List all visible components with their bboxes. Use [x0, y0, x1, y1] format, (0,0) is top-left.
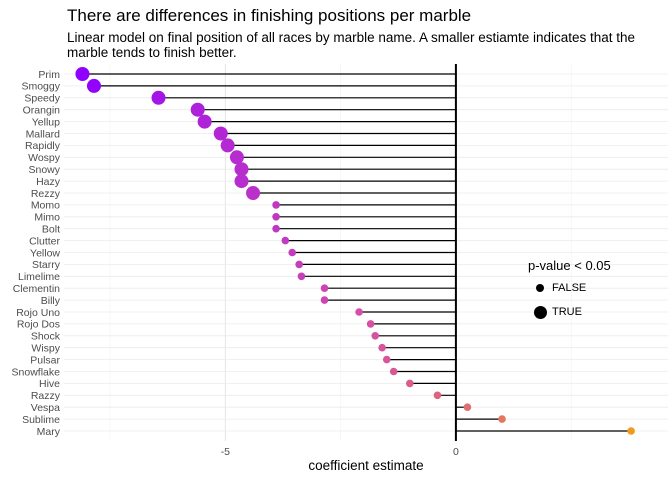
lollipop-point: [355, 308, 363, 316]
y-tick-label: Rezzy: [31, 188, 61, 200]
axis-layer: -5 0: [221, 64, 459, 458]
y-tick-label: Sublime: [22, 414, 60, 426]
lollipop-point: [366, 320, 375, 328]
lollipop-point: [320, 284, 329, 293]
y-tick-label: Starry: [32, 259, 61, 271]
chart-subtitle: Linear model on final position of all ra…: [67, 30, 639, 60]
y-tick-label: Wospy: [28, 152, 61, 164]
legend-title: p-value < 0.05: [528, 258, 611, 273]
legend-label-false: FALSE: [552, 282, 587, 294]
label-layer: PrimSmoggySpeedyOranginYellupMallardRapi…: [12, 69, 61, 438]
lollipop-point: [86, 78, 101, 93]
y-tick-label: Billy: [41, 295, 61, 307]
lollipop-point: [246, 186, 261, 200]
lollipop-point: [627, 427, 635, 435]
lollipop-point: [406, 379, 414, 388]
legend-item-true: TRUE: [528, 304, 582, 320]
legend-label-true: TRUE: [552, 306, 582, 318]
lollipop-point: [320, 296, 329, 304]
lollipop-point: [151, 90, 166, 105]
y-tick-label: Snowy: [28, 164, 60, 176]
y-tick-label: Wispy: [31, 343, 60, 355]
lollipop-point: [220, 138, 235, 153]
lollipop-point: [75, 67, 90, 81]
lollipop-point: [463, 403, 472, 412]
x-tick-label: 0: [453, 446, 459, 458]
lollipop-point: [378, 343, 386, 352]
lollipop-point: [288, 248, 297, 257]
lollipop-point: [382, 355, 391, 364]
y-tick-label: Pulsar: [30, 354, 60, 366]
x-tick-label: -5: [221, 446, 230, 458]
y-tick-label: Rojo Dos: [17, 319, 60, 331]
lollipop-point: [234, 162, 249, 177]
y-tick-label: Shock: [31, 331, 61, 343]
lollipop-point: [281, 236, 290, 245]
y-tick-label: Mallard: [26, 128, 61, 140]
y-tick-label: Mary: [37, 426, 61, 438]
y-tick-label: Clementin: [13, 283, 60, 295]
stem-layer: [82, 73, 632, 432]
lollipop-point: [272, 213, 280, 221]
lollipop-point: [371, 332, 380, 340]
y-tick-label: Momo: [31, 200, 60, 212]
y-tick-label: Yellup: [32, 116, 60, 128]
lollipop-point: [295, 260, 303, 269]
point-layer: [75, 67, 635, 435]
lollipop-point: [229, 150, 244, 165]
y-tick-label: Razzy: [31, 390, 61, 402]
x-axis-label: coefficient estimate: [308, 458, 424, 473]
y-tick-label: Mimo: [34, 212, 60, 224]
lollipop-point: [498, 415, 506, 423]
legend-item-false: FALSE: [528, 280, 586, 296]
y-tick-label: Vespa: [31, 402, 60, 414]
y-tick-label: Limelime: [18, 271, 60, 283]
y-tick-label: Rojo Uno: [16, 307, 60, 319]
legend: p-value < 0.05 FALSE TRUE: [528, 258, 611, 319]
chart-title: There are differences in finishing posit…: [67, 6, 472, 25]
y-tick-label: Clutter: [29, 235, 60, 247]
y-tick-label: Hazy: [36, 176, 61, 188]
lollipop-point: [389, 367, 398, 376]
lollipop-point: [213, 126, 228, 141]
legend-small-dot-icon: [536, 284, 544, 292]
lollipop-point: [297, 272, 306, 281]
y-tick-label: Prim: [38, 69, 60, 81]
y-tick-label: Orangin: [23, 105, 61, 117]
y-tick-label: Yellow: [30, 247, 60, 259]
lollipop-point: [433, 391, 442, 400]
y-tick-label: Rapidly: [25, 140, 61, 152]
y-tick-label: Bolt: [42, 224, 60, 236]
y-tick-label: Speedy: [24, 93, 60, 105]
lollipop-point: [197, 114, 212, 129]
y-tick-label: Hive: [39, 378, 60, 390]
lollipop-point: [272, 224, 280, 233]
lollipop-point: [272, 201, 280, 209]
y-tick-label: Snowflake: [12, 366, 61, 378]
lollipop-point: [234, 174, 249, 189]
legend-large-dot-icon: [533, 305, 547, 319]
y-tick-label: Smoggy: [21, 81, 60, 93]
lollipop-point: [190, 102, 205, 117]
